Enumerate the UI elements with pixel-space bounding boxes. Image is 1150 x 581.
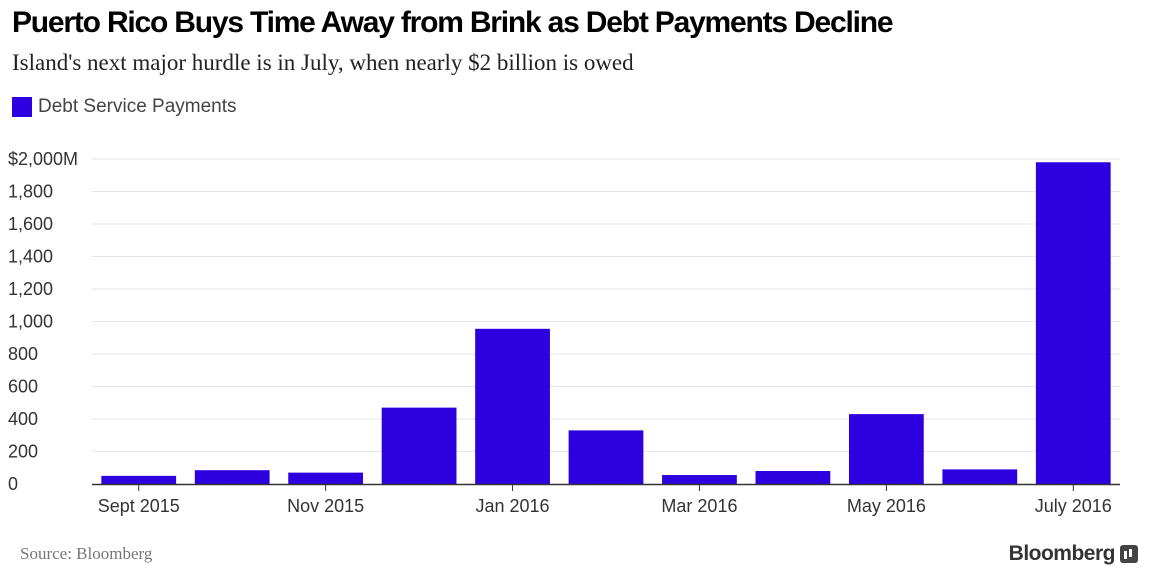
y-tick-label: 1,000 (8, 312, 53, 332)
bar (475, 328, 550, 484)
y-tick-label: 600 (8, 377, 38, 397)
brand-logo: Bloomberg (1009, 542, 1138, 566)
bar (1035, 162, 1111, 484)
bar (848, 414, 924, 484)
x-tick-label: Mar 2016 (661, 496, 737, 516)
y-tick-label: 800 (8, 344, 38, 364)
bar (755, 471, 831, 484)
x-tick-label: Jan 2016 (476, 496, 550, 516)
y-tick-label: 1,600 (8, 214, 53, 234)
y-tick-label: 1,400 (8, 247, 53, 267)
bar (288, 472, 364, 484)
bar (381, 407, 457, 484)
y-tick-label: 1,200 (8, 279, 53, 299)
chart-title: Puerto Rico Buys Time Away from Brink as… (12, 6, 894, 39)
y-tick-label: 1,800 (8, 182, 53, 202)
legend-label: Debt Service Payments (38, 96, 237, 117)
x-tick-label: Nov 2015 (287, 496, 364, 516)
y-tick-label: 0 (8, 474, 18, 494)
x-tick-label: July 2016 (1035, 496, 1112, 516)
bloomberg-chart-icon (1120, 545, 1138, 563)
legend: Debt Service Payments (12, 96, 237, 118)
x-tick-label: May 2016 (847, 496, 926, 516)
bar (568, 430, 644, 484)
legend-swatch (12, 97, 32, 117)
y-tick-label: $2,000M (8, 149, 78, 169)
x-tick-label: Sept 2015 (98, 496, 180, 516)
bar (942, 469, 1018, 484)
chart-subtitle: Island's next major hurdle is in July, w… (12, 50, 634, 75)
brand-label: Bloomberg (1008, 542, 1116, 565)
bar (194, 470, 270, 484)
source-note: Source: Bloomberg (20, 544, 153, 563)
bar (101, 475, 177, 484)
y-tick-label: 400 (8, 409, 38, 429)
y-tick-label: 200 (8, 442, 38, 462)
bar (662, 475, 737, 484)
